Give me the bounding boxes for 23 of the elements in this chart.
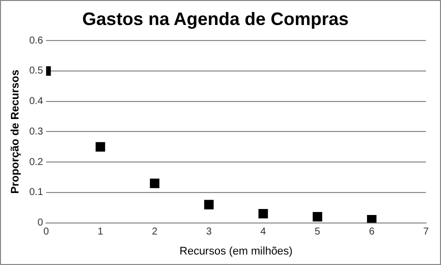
x-tick-label: 5 <box>314 226 321 238</box>
x-tick-label: 7 <box>423 226 430 238</box>
y-tick-label: 0.1 <box>29 187 44 198</box>
y-axis-title: Proporção de Recursos <box>10 70 22 194</box>
point <box>150 178 160 188</box>
chart-title: Gastos na Agenda de Compras <box>82 8 349 29</box>
y-tick-label: 0.6 <box>29 35 44 46</box>
x-tick-label: 3 <box>206 226 212 238</box>
y-tick-label: 0.3 <box>29 126 44 138</box>
y-tick-label: 0.5 <box>29 66 44 77</box>
point <box>312 212 322 222</box>
y-tick-label: 0.2 <box>29 156 44 168</box>
x-tick-label: 4 <box>260 226 266 238</box>
y-tick-label: 0 <box>38 218 44 229</box>
x-tick-label: 2 <box>152 226 158 238</box>
y-tick-label: 0.4 <box>29 96 44 108</box>
point <box>204 200 214 210</box>
x-axis-title: Recursos (em milhões) <box>180 245 293 258</box>
point <box>366 215 376 223</box>
point <box>96 142 106 152</box>
point <box>258 208 268 218</box>
x-tick-label: 1 <box>98 226 104 238</box>
x-tick-label: 6 <box>368 226 375 238</box>
